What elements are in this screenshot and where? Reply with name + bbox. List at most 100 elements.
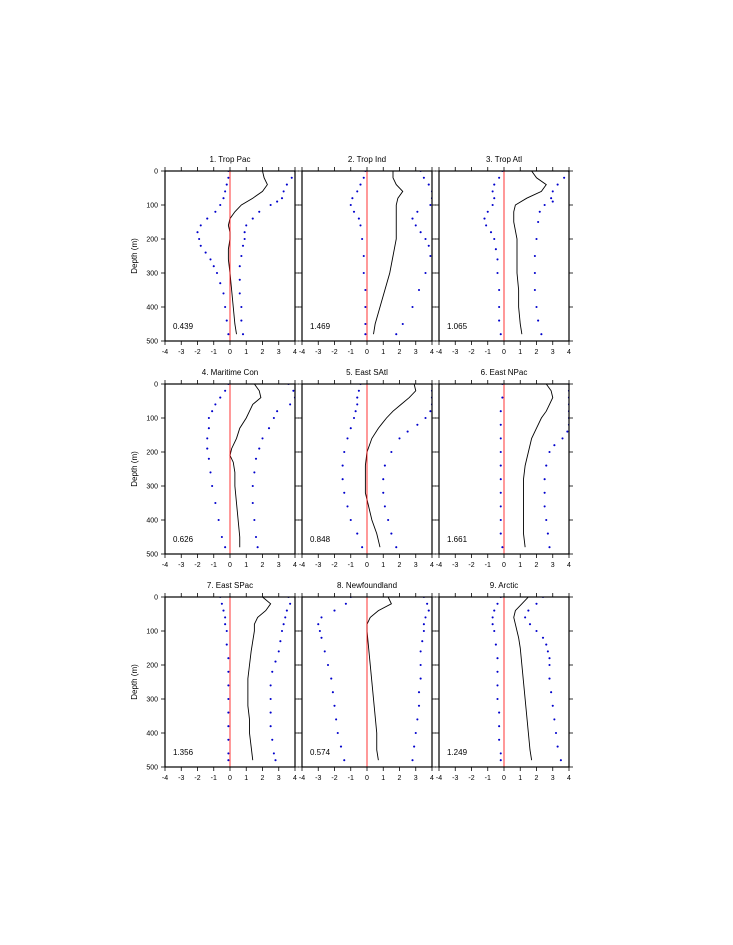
spread-point: [541, 636, 545, 639]
spread-point: [390, 450, 393, 454]
spread-point: [318, 629, 321, 633]
y-tick-label: 0: [154, 595, 158, 602]
spread-point: [224, 616, 227, 619]
spread-point: [429, 203, 432, 207]
spread-point: [207, 457, 210, 460]
spread-point: [254, 457, 258, 460]
spread-point: [211, 410, 214, 413]
spread-point: [493, 197, 496, 200]
y-axis-label: Depth (m): [130, 664, 139, 700]
x-tick-label: -2: [194, 775, 200, 782]
mean-line: [373, 171, 404, 335]
spread-point: [535, 237, 538, 241]
spread-point: [238, 278, 241, 281]
spread-point: [276, 410, 279, 413]
spread-point: [220, 535, 223, 539]
y-axis-label: Depth (m): [130, 238, 139, 274]
spread-point: [499, 464, 502, 467]
spread-point: [398, 437, 401, 440]
spread-point: [499, 759, 502, 762]
spread-point: [227, 725, 230, 728]
spread-point: [359, 224, 362, 227]
panel-value: 0.626: [173, 535, 194, 544]
x-tick-label: -4: [299, 349, 305, 356]
x-tick-label: -2: [468, 562, 474, 569]
spread-point: [417, 288, 421, 292]
spread-point: [251, 217, 254, 220]
panel-title: 2. Trop Ind: [348, 155, 386, 164]
spread-point: [491, 190, 494, 193]
spread-point: [491, 623, 494, 626]
mean-line: [229, 384, 262, 548]
spread-point: [499, 518, 502, 522]
spread-point: [390, 532, 393, 535]
x-tick-label: -3: [315, 562, 321, 569]
spread-point: [406, 430, 409, 433]
spread-point: [256, 546, 259, 549]
panel-7: -4 -3 -2 -1 0 1 2 3 4 0 100 200 300 400 500 7. East SPa…: [130, 581, 299, 782]
spread-point: [227, 670, 230, 673]
spread-point: [362, 271, 365, 275]
spread-point: [276, 200, 279, 203]
spread-point: [494, 248, 497, 251]
spread-point: [548, 677, 551, 680]
spread-point: [198, 237, 201, 241]
spread-point: [546, 532, 549, 535]
spread-point: [554, 731, 558, 735]
spread-point: [545, 643, 548, 646]
x-tick-label: 3: [277, 775, 281, 782]
spread-point: [416, 718, 419, 721]
spread-point: [533, 254, 536, 258]
spread-point: [496, 602, 499, 605]
spread-point: [292, 389, 295, 392]
spread-point: [289, 403, 292, 406]
x-tick-label: 4: [567, 349, 571, 356]
spread-point: [364, 288, 367, 292]
x-tick-label: 0: [228, 775, 232, 782]
spread-point: [496, 697, 499, 701]
spread-point: [422, 176, 425, 179]
spread-point: [424, 237, 427, 241]
panel-3: -4 -3 -2 -1 0 1 2 3 4 3. Trop Atl 1.065: [435, 155, 573, 356]
x-tick-label: 4: [293, 562, 297, 569]
spread-point: [243, 231, 246, 234]
x-tick-label: -2: [194, 562, 200, 569]
y-tick-label: 400: [146, 731, 158, 738]
spread-point: [419, 677, 422, 680]
spread-point: [550, 691, 553, 694]
spread-point: [222, 197, 225, 200]
spread-point: [427, 609, 430, 612]
spread-point: [253, 518, 256, 522]
x-tick-label: 3: [277, 562, 281, 569]
spread-point: [491, 203, 494, 207]
y-tick-label: 500: [146, 339, 158, 346]
spread-point: [227, 697, 230, 701]
spread-point: [411, 305, 414, 309]
y-tick-label: 200: [146, 237, 158, 244]
spread-point: [387, 518, 390, 522]
x-tick-label: 1: [518, 562, 522, 569]
x-tick-label: 1: [244, 775, 248, 782]
spread-point: [343, 491, 346, 494]
spread-point: [224, 623, 227, 626]
x-tick-label: -2: [331, 562, 337, 569]
x-tick-label: 3: [277, 349, 281, 356]
spread-point: [499, 478, 502, 481]
spread-point: [553, 718, 556, 721]
x-tick-label: -3: [452, 775, 458, 782]
y-tick-label: 400: [146, 305, 158, 312]
spread-point: [383, 464, 386, 467]
panel-value: 1.356: [173, 748, 194, 757]
y-tick-label: 200: [146, 663, 158, 670]
x-tick-label: 3: [551, 562, 555, 569]
x-tick-label: 4: [567, 562, 571, 569]
x-tick-label: 0: [228, 562, 232, 569]
spread-point: [219, 282, 222, 285]
spread-point: [351, 197, 354, 200]
spread-point: [317, 623, 320, 626]
spread-point: [356, 532, 359, 535]
spread-point: [272, 752, 275, 755]
spread-point: [199, 224, 202, 227]
spread-point: [499, 450, 502, 454]
x-tick-label: -1: [348, 562, 354, 569]
